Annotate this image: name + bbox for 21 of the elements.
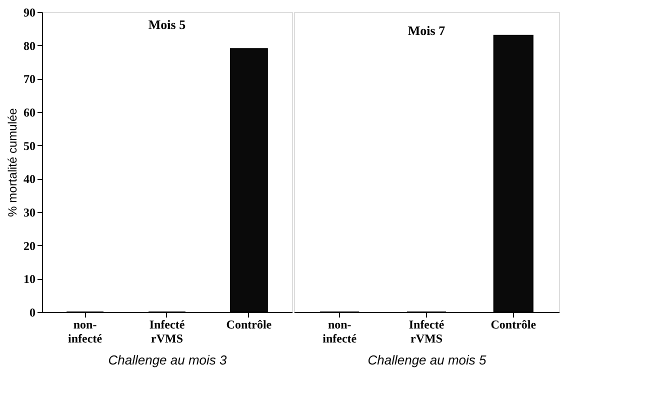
- y-tick-label: 90: [24, 6, 36, 20]
- y-tick-label: 50: [24, 138, 36, 153]
- y-tick-label: 70: [24, 72, 36, 86]
- x-tick-label: non-infecté: [68, 318, 103, 346]
- x-tick-label: Contrôle: [226, 318, 272, 332]
- x-axis-title: Challenge au mois 3: [108, 352, 228, 368]
- chart-title: Mois 5: [148, 17, 186, 32]
- x-tick-label: Contrôle: [490, 318, 537, 332]
- y-tick-label: 30: [24, 206, 36, 220]
- y-tick-label: 20: [24, 238, 36, 253]
- x-tick-label: Infecté rVMS: [408, 318, 445, 346]
- y-tick-label: 80: [24, 38, 36, 53]
- text: Mois 7: [408, 23, 446, 38]
- x-tick-label: Infecté rVMS: [149, 318, 186, 346]
- y-tick-label: 60: [24, 106, 36, 120]
- x-tick-label: non-infecté: [322, 318, 358, 346]
- y-tick-label: 40: [24, 172, 36, 186]
- y-tick-label: 10: [24, 272, 36, 286]
- x-axis-title: Challenge au mois 5: [368, 352, 488, 368]
- y-tick-label: 0: [30, 306, 36, 320]
- y-axis-title: % mortalité cumulée: [6, 108, 20, 217]
